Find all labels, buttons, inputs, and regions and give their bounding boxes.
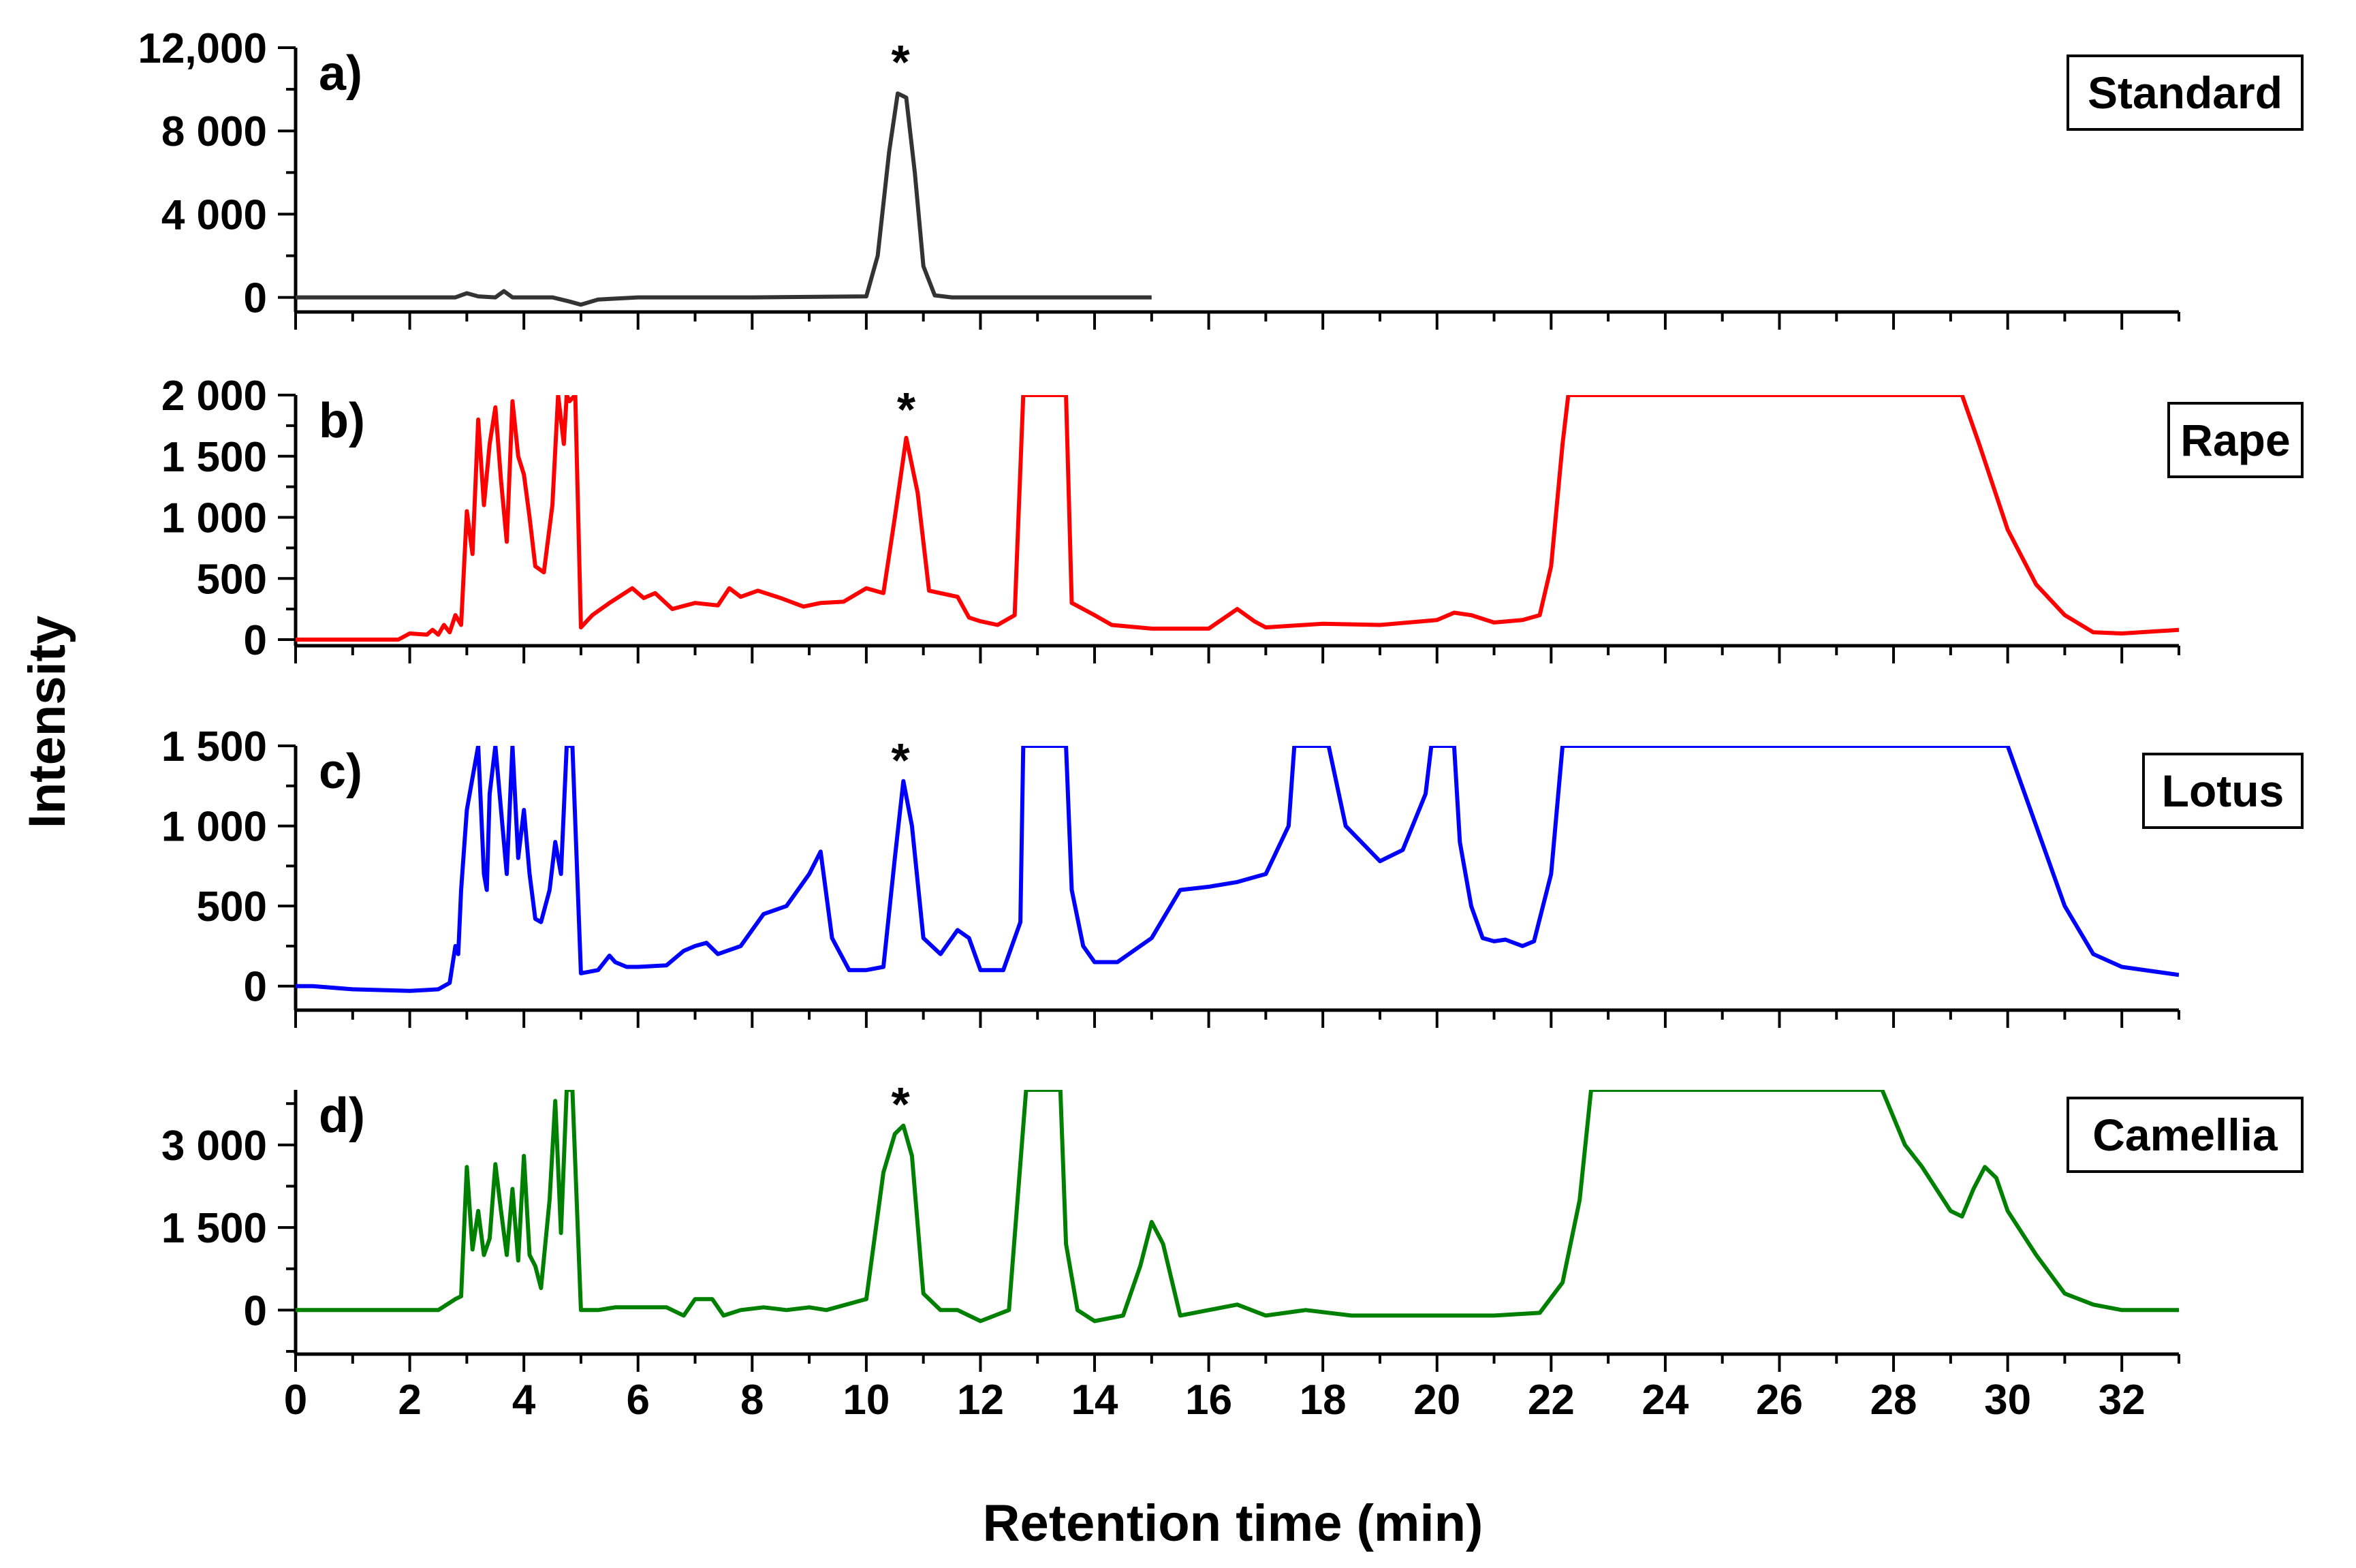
x-tick-label: 2: [398, 1377, 421, 1424]
x-tick-label: 32: [2099, 1377, 2146, 1424]
legend-rape: Rape: [2167, 402, 2304, 478]
legend-box-lotus: [2142, 753, 2304, 829]
panel-rape: 0 500 1 000 1 500 2 000 b) * Rape: [161, 373, 2304, 664]
peak-star-rape: *: [897, 383, 916, 436]
trace-standard: [296, 91, 1152, 307]
y-tick-label-rape: 1 500: [161, 434, 267, 481]
x-tick-label: 10: [843, 1377, 890, 1424]
x-tick-label: 26: [1756, 1377, 1803, 1424]
x-tick-label: 18: [1300, 1377, 1347, 1424]
y-tick-label-standard: 12,000: [138, 25, 267, 72]
panels-group: 0 4 000 8 000 12,000 a) * Standard 0 500 1 000 1 5…: [138, 25, 2304, 1372]
legend-camellia: Camellia: [2067, 1097, 2304, 1173]
x-tick-label: 28: [1870, 1377, 1917, 1424]
legend-box-standard: [2067, 54, 2304, 131]
y-tick-label-lotus: 0: [244, 964, 267, 1011]
peak-star-lotus: *: [892, 734, 911, 787]
legend-standard: Standard: [2067, 54, 2304, 131]
legend-text-rape: Rape: [2180, 415, 2290, 465]
x-tick-label: 12: [957, 1377, 1004, 1424]
trace-camellia: [296, 1090, 2179, 1323]
legend-box-camellia: [2067, 1097, 2304, 1173]
legend-text-standard: Standard: [2088, 67, 2282, 118]
panel-label-standard: a): [319, 46, 362, 101]
x-axis-title: Retention time (min): [983, 1494, 1483, 1552]
x-tick-label: 16: [1185, 1377, 1232, 1424]
y-tick-label-camellia: 1 500: [161, 1205, 267, 1252]
y-tick-label-lotus: 1 500: [161, 723, 267, 770]
panel-label-rape: b): [319, 394, 365, 448]
y-tick-label-rape: 500: [197, 556, 267, 603]
panel-standard: 0 4 000 8 000 12,000 a) * Standard: [138, 25, 2304, 330]
legend-lotus: Lotus: [2142, 753, 2304, 829]
x-tick-label: 20: [1413, 1377, 1460, 1424]
x-tick-label: 24: [1642, 1377, 1689, 1424]
panel-camellia: 0 1 500 3 000 d) * Camellia: [161, 1078, 2304, 1372]
panel-label-lotus: c): [319, 744, 362, 799]
y-tick-label-camellia: 3 000: [161, 1123, 267, 1170]
y-tick-label-camellia: 0: [244, 1287, 267, 1334]
x-tick-label: 4: [512, 1377, 536, 1424]
x-tick-label: 14: [1071, 1377, 1118, 1424]
y-tick-label-standard: 4 000: [161, 191, 267, 238]
y-axis-title: Intensity: [18, 616, 76, 829]
y-tick-label-rape: 2 000: [161, 373, 267, 420]
x-tick-label: 30: [1984, 1377, 2031, 1424]
y-tick-label-lotus: 500: [197, 883, 267, 930]
x-tick-label: 6: [626, 1377, 649, 1424]
y-tick-label-standard: 8 000: [161, 108, 267, 155]
y-tick-label-standard: 0: [244, 275, 267, 322]
trace-rape: [296, 395, 2179, 642]
legend-text-camellia: Camellia: [2092, 1110, 2278, 1160]
y-tick-label-rape: 0: [244, 617, 267, 664]
legend-box-rape: [2167, 402, 2304, 478]
panel-label-camellia: d): [319, 1088, 365, 1143]
panel-lotus: 0 500 1 000 1 500 c) * Lotus: [161, 723, 2304, 1028]
peak-star-camellia: *: [892, 1078, 911, 1131]
y-tick-label-lotus: 1 000: [161, 804, 267, 851]
legend-text-lotus: Lotus: [2162, 766, 2284, 816]
x-tick-label: 0: [284, 1377, 307, 1424]
x-tick-label: 8: [740, 1377, 764, 1424]
peak-star-standard: *: [892, 35, 911, 89]
x-axis: 0 2 4 6 8 10 12 14 16 18 20 22 24 26 28 30 32: [284, 1377, 2146, 1424]
y-tick-label-rape: 1 000: [161, 495, 267, 542]
x-tick-label: 22: [1528, 1377, 1575, 1424]
trace-lotus: [296, 746, 2179, 993]
